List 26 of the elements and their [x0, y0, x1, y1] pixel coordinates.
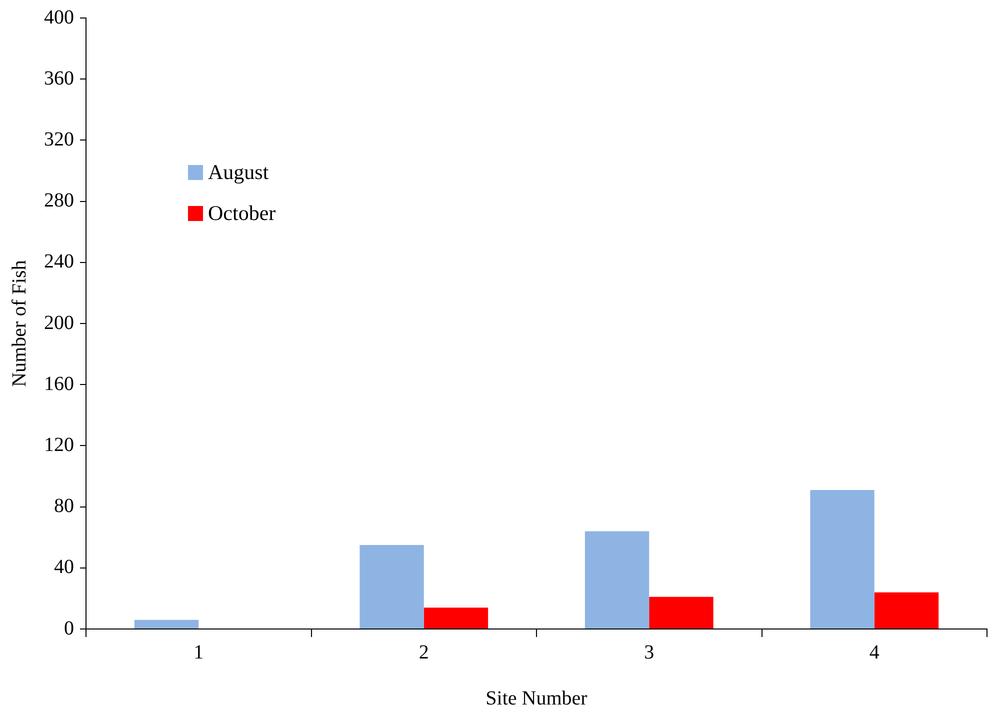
x-axis-title: Site Number: [486, 687, 588, 710]
y-tick-label: 320: [44, 128, 74, 150]
legend-label: October: [208, 201, 276, 226]
y-tick-label: 40: [54, 556, 74, 578]
bar: [424, 608, 488, 628]
bar: [874, 592, 939, 628]
legend-label: August: [208, 160, 269, 185]
y-tick-label: 0: [64, 617, 74, 640]
y-tick-label: 160: [44, 372, 74, 395]
y-tick-label: 280: [44, 190, 74, 212]
y-tick-label: 360: [44, 67, 74, 90]
bar: [810, 490, 874, 628]
x-tick-label: 4: [869, 641, 880, 664]
y-axis-title: Number of Fish: [8, 260, 30, 387]
y-tick-label: 120: [44, 434, 74, 456]
bar: [649, 596, 714, 628]
bar: [134, 620, 199, 628]
bar: [360, 544, 424, 628]
y-tick-label: 400: [44, 6, 74, 28]
x-tick-label: 1: [194, 641, 204, 664]
x-tick-label: 2: [418, 641, 429, 664]
y-tick-label: 240: [44, 250, 74, 273]
bar: [584, 531, 650, 628]
y-tick-label: 200: [44, 312, 74, 334]
x-tick-label: 3: [644, 641, 654, 664]
y-tick-label: 80: [54, 495, 74, 518]
